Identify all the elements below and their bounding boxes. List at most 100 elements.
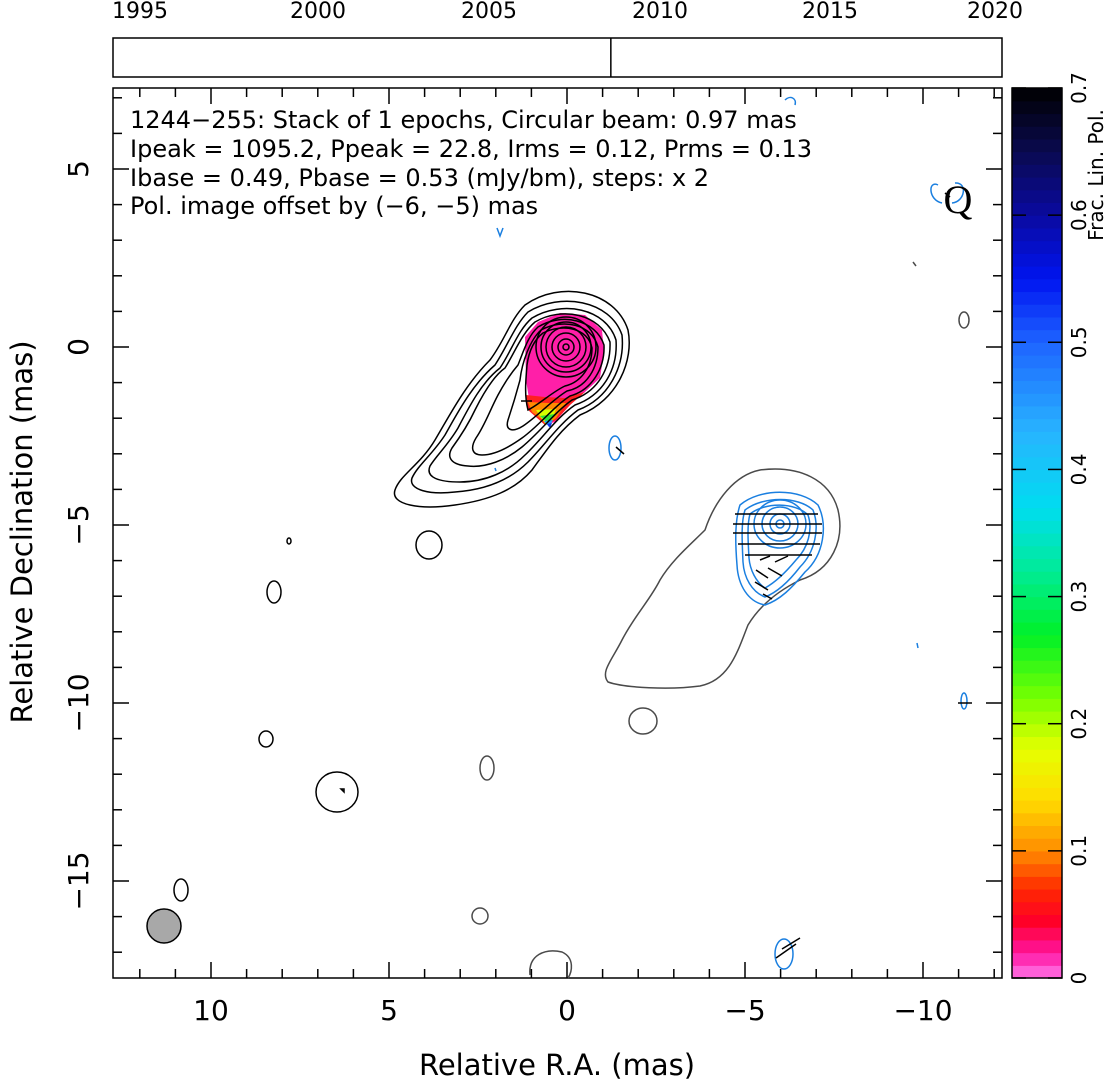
colorbar-band [1012,266,1062,280]
colorbar-tick-label: 0.2 [1067,708,1091,740]
colorbar-band [1012,278,1062,293]
colorbar-band [1012,889,1062,903]
colorbar-band [1012,609,1062,623]
header-line-3: Ibase = 0.49, Pbase = 0.53 (mJy/bm), ste… [130,164,709,192]
colorbar-tick-label: 0.5 [1067,326,1091,358]
colorbar-band [1012,113,1062,127]
colorbar-band [1012,494,1062,509]
colorbar-band [1012,507,1062,521]
colorbar-band [1012,749,1062,763]
timeline-year-1995: 1995 [112,0,168,24]
y-tick-0: 0 [62,338,95,356]
colorbar-band [1012,596,1062,610]
colorbar-band [1012,126,1062,140]
colorbar-band [1012,215,1062,229]
colorbar-band [1012,863,1062,877]
colorbar-band [1012,685,1062,699]
evpa-sticks [521,192,972,959]
colorbar-band [1012,380,1062,394]
y-tick-minus-15: −15 [62,851,95,910]
colorbar-band [1012,761,1062,776]
colorbar-band [1012,418,1062,432]
colorbar-band [1012,240,1062,254]
colorbar-band [1012,253,1062,267]
colorbar-frame [1011,87,1063,979]
colorbar-band [1012,634,1062,649]
colorbar-ticks [1012,87,1062,979]
colorbar-band [1012,189,1062,204]
colorbar-band [1012,164,1062,178]
colorbar-band [1012,545,1062,560]
stokes-i-contours [173,290,630,902]
colorbar-band [1012,927,1062,941]
y-tick-5: 5 [62,160,95,178]
colorbar-band [1012,431,1062,445]
header-line-2: Ipeak = 1095.2, Ppeak = 22.8, Irms = 0.1… [130,135,812,163]
colorbar-tick-label: 0.7 [1067,72,1091,104]
x-tick-minus-10: −10 [893,994,952,1027]
colorbar-tick-label: 0.6 [1067,199,1091,231]
colorbar-gradient [1012,88,1062,979]
colorbar-band [1012,520,1062,534]
colorbar-band [1012,138,1062,153]
colorbar-tick-label: 0.4 [1067,454,1091,486]
header-line-1: 1244−255: Stack of 1 epochs, Circular be… [130,106,797,134]
y-axis-label: Relative Declination (mas) [5,340,39,723]
timeline-year-2005: 2005 [461,0,517,24]
colorbar-band [1012,622,1062,636]
colorbar-band [1012,393,1062,407]
x-axis-ticks [139,88,995,978]
colorbar-band [1012,800,1062,814]
colorbar-band [1012,342,1062,356]
colorbar-band [1012,774,1062,788]
colorbar-band [1012,571,1062,585]
colorbar-band [1012,405,1062,420]
colorbar-band [1012,367,1062,382]
offset-i-contours [471,261,970,979]
timeline-year-2020: 2020 [967,0,1023,24]
beam-ellipse [146,908,182,944]
timeline-box [112,37,1003,78]
x-tick-0: 0 [558,994,576,1027]
colorbar-band [1012,914,1062,928]
colorbar-label: Frac. Lin. Pol. [1084,109,1108,241]
colorbar-band [1012,723,1062,738]
colorbar-band [1012,965,1062,979]
colorbar-band [1012,812,1062,827]
timeline-year-2015: 2015 [802,0,858,24]
colorbar: 0 0.1 0.2 0.3 0.4 0.5 0.6 0.7 Frac. Lin. Pol. [1011,72,1108,984]
y-tick-minus-5: −5 [62,504,95,545]
colorbar-band [1012,533,1062,547]
colorbar-band [1012,444,1062,458]
map-panel: 1244−255: Stack of 1 epochs, Circular be… [112,87,1003,979]
y-axis-ticks [113,97,1002,953]
colorbar-band [1012,202,1062,216]
epoch-timeline: 1995 2000 2005 2010 2015 2020 [112,0,1023,78]
colorbar-band [1012,469,1062,483]
colorbar-band [1012,583,1062,598]
colorbar-band [1012,304,1062,318]
colorbar-band [1012,825,1062,839]
colorbar-band [1012,456,1062,471]
pol-offset-note: Pol. image offset by (−6, −5) mas [130,192,538,220]
colorbar-band [1012,291,1062,305]
x-axis-label: Relative R.A. (mas) [419,1048,695,1082]
colorbar-band [1012,672,1062,687]
colorbar-tick-label: 0.3 [1067,581,1091,613]
colorbar-tick-label: 0 [1067,972,1091,985]
colorbar-tick-labels: 0 0.1 0.2 0.3 0.4 0.5 0.6 0.7 [1067,72,1091,984]
y-tick-minus-10: −10 [62,673,95,732]
colorbar-band [1012,901,1062,916]
colorbar-band [1012,736,1062,750]
timeline-year-2010: 2010 [632,0,688,24]
colorbar-band [1012,177,1062,191]
colorbar-band [1012,558,1062,572]
x-tick-10: 10 [193,994,229,1027]
colorbar-band [1012,100,1062,115]
timeline-year-2000: 2000 [290,0,346,24]
colorbar-band [1012,787,1062,801]
map-frame [112,87,1003,979]
x-tick-5: 5 [380,994,398,1027]
colorbar-band [1012,482,1062,496]
